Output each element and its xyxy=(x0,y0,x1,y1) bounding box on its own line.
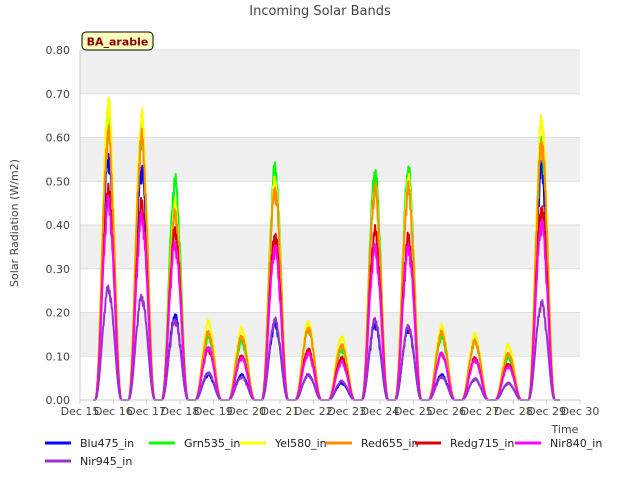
legend: Blu475_in Grn535_in Yel580_in Red655_in Redg… xyxy=(45,437,602,468)
plot-band xyxy=(80,50,580,94)
y-tick-label: 0.20 xyxy=(46,307,71,320)
chart-title: Incoming Solar Bands xyxy=(249,4,391,19)
x-tick-label: Dec 30 xyxy=(561,405,600,418)
x-tick-label: Dec 18 xyxy=(161,405,200,418)
x-tick-label: Dec 15 xyxy=(61,405,100,418)
y-axis-label: Solar Radiation (W/m2) xyxy=(8,159,21,287)
plot-band xyxy=(80,93,580,138)
x-tick-label: Dec 23 xyxy=(327,405,366,418)
x-tick-label: Dec 16 xyxy=(94,405,133,418)
x-tick-label: Dec 24 xyxy=(361,405,400,418)
legend-label: Grn535_in xyxy=(184,437,240,450)
x-tick-label: Dec 29 xyxy=(527,405,566,418)
x-tick-label: Dec 25 xyxy=(394,405,433,418)
x-tick-label: Dec 20 xyxy=(227,405,266,418)
x-tick-label: Dec 19 xyxy=(194,405,233,418)
x-tick-label: Dec 28 xyxy=(494,405,533,418)
plot-band xyxy=(80,268,580,313)
y-tick-label: 0.80 xyxy=(46,44,71,57)
x-axis-label: Time xyxy=(551,423,579,436)
site-label-badge: BA_arable xyxy=(81,31,154,51)
x-tick-label: Dec 27 xyxy=(461,405,500,418)
legend-label: Blu475_in xyxy=(80,437,134,450)
plot-band xyxy=(80,181,580,225)
plot-band xyxy=(80,137,580,182)
y-tick-label: 0.10 xyxy=(46,350,71,363)
legend-label: Redg715_in xyxy=(450,437,514,450)
y-tick-label: 0.40 xyxy=(46,219,71,232)
plot-band xyxy=(80,225,580,269)
legend-label: Nir945_in xyxy=(80,455,132,468)
legend-label: Red655_in xyxy=(361,437,418,450)
axes: 0.00 0.10 0.20 0.30 0.40 0.50 0.60 0.70 0.80 Dec … xyxy=(46,44,600,418)
site-label-text: BA_arable xyxy=(87,36,149,49)
x-tick-label: Dec 21 xyxy=(261,405,300,418)
y-tick-label: 0.50 xyxy=(46,175,71,188)
plot-bands xyxy=(80,50,580,400)
y-tick-label: 0.30 xyxy=(46,263,71,276)
y-tick-label: 0.70 xyxy=(46,88,71,101)
x-tick-label: Dec 26 xyxy=(427,405,466,418)
legend-label: Nir840_in xyxy=(550,437,602,450)
x-tick-label: Dec 22 xyxy=(294,405,333,418)
legend-label: Yel580_in xyxy=(274,437,327,450)
y-tick-label: 0.00 xyxy=(46,394,71,407)
plot-band xyxy=(80,312,580,357)
x-tick-label: Dec 17 xyxy=(127,405,166,418)
y-tick-label: 0.60 xyxy=(46,132,71,145)
site-label-box xyxy=(81,31,154,51)
